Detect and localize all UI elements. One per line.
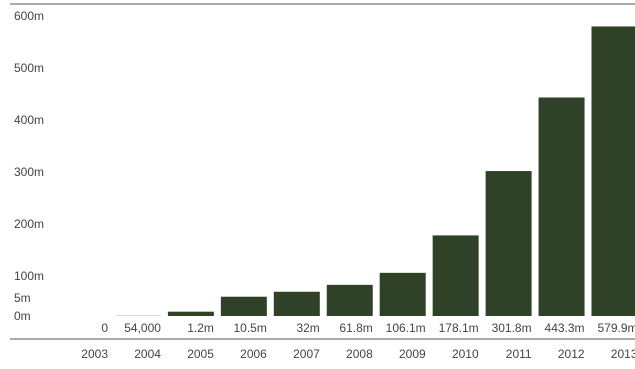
value-label-2006: 10.5m (233, 321, 266, 335)
x-tick-label-2011: 2011 (506, 347, 532, 361)
x-tick-label-2006: 2006 (240, 347, 267, 361)
value-label-2003: 0 (101, 321, 108, 335)
y-tick-label: 600m (14, 9, 44, 23)
y-tick-label: 5m (14, 291, 31, 305)
bar-2012 (538, 97, 585, 316)
bar-2009 (379, 272, 426, 316)
x-tick-label-2004: 2004 (134, 347, 161, 361)
value-labels-group: 0 54,000 1.2m 10.5m 32m 61.8m 106.1m 178.1m 301.… (101, 321, 635, 335)
bar-2010 (432, 235, 479, 316)
bar-2013 (591, 26, 635, 316)
value-label-2005: 1.2m (187, 321, 214, 335)
value-label-2012: 443.3m (545, 321, 585, 335)
y-tick-label: 400m (14, 113, 44, 127)
value-label-2008: 61.8m (339, 321, 372, 335)
x-tick-label-2008: 2008 (346, 347, 373, 361)
x-tick-label-2012: 2012 (558, 347, 585, 361)
value-label-2013: 579.9m (597, 321, 635, 335)
value-label-2010: 178.1m (439, 321, 479, 335)
value-label-2011: 301.8m (492, 321, 532, 335)
y-tick-label: 300m (14, 165, 44, 179)
y-tick-label: 500m (14, 61, 44, 75)
x-axis-ticks: 2003 2004 2005 2006 2007 2008 2009 2010 2011 2012… (81, 347, 635, 361)
y-axis-ticks: 0m 5m 100m 200m 300m 400m 500m 600m (14, 9, 44, 323)
y-tick-label: 0m (14, 309, 31, 323)
bars-group (114, 26, 635, 316)
value-label-2007: 32m (296, 321, 319, 335)
x-tick-label-2010: 2010 (452, 347, 479, 361)
value-label-2004: 54,000 (124, 321, 161, 335)
y-tick-label: 100m (14, 269, 44, 283)
x-tick-label-2009: 2009 (399, 347, 426, 361)
x-tick-label-2003: 2003 (81, 347, 108, 361)
y-tick-label: 200m (14, 217, 44, 231)
bar-2011 (485, 171, 532, 316)
bar-2008 (326, 284, 373, 316)
value-label-2009: 106.1m (386, 321, 426, 335)
bar-2006 (220, 296, 267, 316)
bar-2007 (273, 291, 320, 316)
x-tick-label-2007: 2007 (293, 347, 320, 361)
x-tick-label-2005: 2005 (187, 347, 214, 361)
x-tick-label-2013: 2013 (611, 347, 635, 361)
bar-2005 (167, 311, 214, 316)
